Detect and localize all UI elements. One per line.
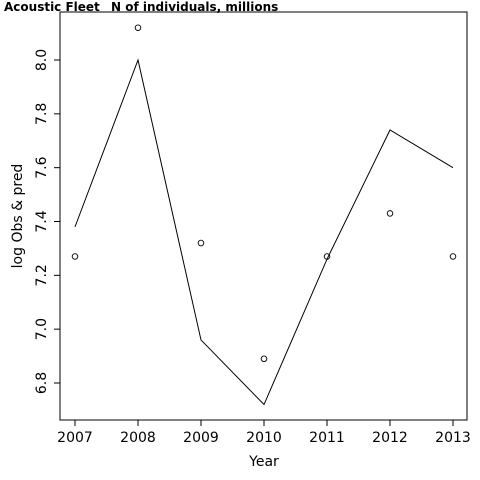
x-axis-label: Year	[248, 454, 279, 470]
predicted-line	[74, 58, 454, 406]
y-axis: 6.8 7.0 7.2 7.4 7.6 7.8 8.0	[34, 49, 60, 394]
x-tick-label: 2011	[309, 430, 345, 446]
chart-subtitle: N of individuals, millions	[111, 0, 278, 14]
y-tick-label: 7.8	[34, 103, 50, 125]
plot-frame	[59, 11, 468, 421]
x-axis: 2007 2008 2009 2010 2011 2012 2013	[57, 420, 471, 446]
x-tick-label: 2013	[435, 430, 471, 446]
observed-point	[323, 253, 331, 260]
observed-point	[71, 253, 79, 260]
y-tick-label: 7.6	[34, 156, 50, 178]
observed-point	[386, 210, 394, 217]
observed-point	[197, 239, 205, 247]
observed-point	[449, 253, 457, 260]
y-tick-label: 7.2	[34, 264, 50, 286]
observed-points	[71, 24, 457, 363]
y-axis-label: log Obs & pred	[10, 164, 26, 269]
chart-title: Acoustic Fleet	[4, 0, 100, 14]
y-tick-label: 7.4	[34, 210, 50, 232]
x-tick-label: 2007	[57, 430, 93, 446]
x-tick-label: 2010	[246, 430, 282, 446]
x-tick-label: 2008	[120, 430, 156, 446]
observed-point	[260, 355, 268, 363]
x-tick-label: 2009	[183, 430, 219, 446]
y-tick-label: 7.0	[34, 318, 50, 340]
y-tick-label: 8.0	[34, 49, 50, 71]
x-tick-label: 2012	[372, 430, 408, 446]
y-tick-label: 6.8	[34, 372, 50, 394]
observed-point	[134, 24, 142, 31]
